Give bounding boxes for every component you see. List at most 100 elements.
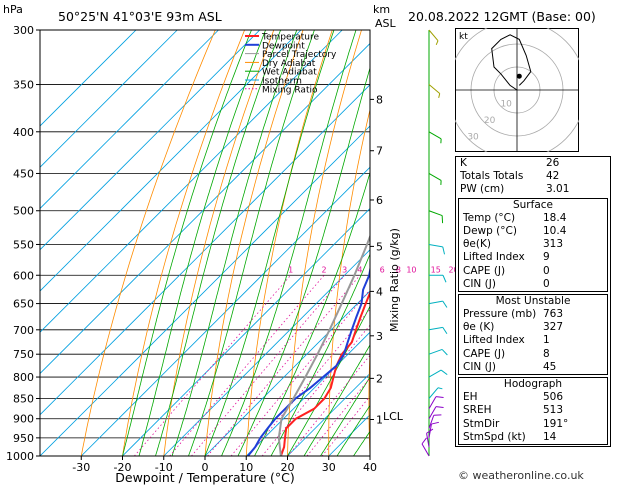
mixing-ratio-label: 4 [357,265,362,274]
hodograph-stat-value: 513 [543,404,564,417]
mixing-ratio-label: 8 [396,265,401,274]
most-unstable-label: CIN (J) [463,360,496,373]
mixing-ratio-line [191,275,346,456]
index-row: Totals Totals 42 [456,170,610,183]
wind-barb [429,274,447,283]
km-label: km [373,3,390,16]
legend-entry: Isotherm [262,77,302,87]
hodograph-stat-label: StmDir [463,417,500,430]
surface-value: 313 [543,238,564,251]
isotherm-line [40,30,302,292]
mixing-ratio-line [133,275,291,456]
wind-barb [428,131,442,144]
hodograph-stat-label: StmSpd (kt) [463,430,526,443]
isotherm-line [163,249,370,456]
most-unstable-title: Most Unstable [495,294,571,307]
isotherm-line [245,331,370,456]
wind-barb [428,421,439,438]
index-row: PW (cm) 3.01 [456,183,610,196]
profile-lines [247,233,370,456]
wind-barb [426,428,434,448]
wind-barb [428,326,448,335]
wind-barb [428,210,444,224]
pressure-tick-label: 800 [13,371,34,384]
most-unstable-label: CAPE (J) [463,347,506,360]
wet-adiabat-line [336,404,370,456]
surface-section: Surface Temp (°C) 18.4 Dewp (°C) 10.4 θe(K) 3… [458,197,608,292]
surface-value: 18.4 [543,211,567,224]
hodograph-unit-label: kt [459,32,468,42]
wet-adiabat-line [287,305,370,456]
isotherm-line [287,372,370,456]
index-label: Totals Totals [460,170,524,183]
surface-value: 0 [543,277,550,290]
dry-adiabat-line [328,108,370,456]
surface-row: CAPE (J) 0 [459,265,607,278]
most-unstable-value: 763 [543,308,564,321]
wet-adiabat-line [171,30,298,456]
surface-value: 9 [543,251,550,264]
wet-adiabat-line [138,30,266,456]
series-line-dewpoint [247,265,370,456]
datetime-title: 20.08.2022 12GMT (Base: 00) [408,9,596,24]
pressure-tick-label: 750 [13,348,34,361]
mixing-ratio-label: 20 [448,265,458,274]
wind-barb [428,84,441,99]
storm-motion-marker [516,73,522,79]
wet-adiabat-line [237,66,370,456]
pressure-tick-label: 650 [13,298,34,311]
background-lines [40,30,629,456]
km-tick-label: 7 [376,145,383,158]
indices-panel: K 26 Totals Totals 42 PW (cm) 3.01 Surface Te… [455,156,611,447]
hodograph-table-section: Hodograph EH 506 SREH 513 StmDir 191° StmSpd (… [458,377,608,445]
mixing-ratio-label: 3 [342,265,347,274]
index-value: 3.01 [546,183,570,196]
mixing-ratio-label: 2 [322,265,327,274]
wet-adiabat-line [270,253,370,456]
wind-barb [428,396,444,410]
dry-adiabat-line [245,30,333,456]
hodograph-stat-value: 506 [543,391,564,404]
dry-adiabat-line [80,30,216,456]
temp-tick-label: -30 [72,461,90,474]
series-line-parcel-trajectory [277,233,370,456]
wind-barb [428,243,446,255]
wind-barb [421,437,430,457]
hodograph-table-title: Hodograph [503,378,563,391]
km-tick-label: 5 [376,240,383,253]
surface-label: CAPE (J) [463,264,506,277]
most-unstable-value: 8 [543,347,550,360]
km-tick-label: 6 [376,194,383,207]
km-tick-label: 2 [376,372,383,385]
pressure-tick-label: 700 [13,324,34,337]
wind-barb [428,387,443,399]
hodograph-ring-label: 30 [467,133,479,143]
hodograph-stat-value: 191° [543,417,569,430]
hodograph-ring-label: 10 [500,100,512,110]
surface-row: θe(K) 313 [459,238,607,251]
surface-label: Temp (°C) [463,211,516,224]
index-label: PW (cm) [460,183,505,196]
dry-adiabat-line [163,30,275,456]
mixing-ratio-label: 1 [288,265,293,274]
legend-entry: Temperature [261,33,319,43]
isotherm-line [204,290,370,456]
temp-tick-label: 30 [322,461,336,474]
legend-entry: Dewpoint [262,41,305,51]
pressure-tick-label: 1000 [6,450,34,463]
mixing-ratio-label: 6 [380,265,385,274]
hodograph-stat-label: SREH [463,404,492,417]
isotherm-line [40,30,343,333]
most-unstable-label: θe (K) [463,321,495,334]
isotherm-line [40,30,261,251]
pressure-tick-label: 500 [13,205,34,218]
dry-adiabat-line [619,30,629,456]
most-unstable-row: CIN (J) 45 [459,361,607,374]
hodograph-trace [491,34,532,91]
index-label: K [460,157,467,169]
temp-tick-label: -20 [114,461,132,474]
surface-value: 10.4 [543,224,567,237]
most-unstable-label: Pressure (mb) [463,308,537,321]
legend-entry: Parcel Trajectory [262,50,337,60]
most-unstable-label: Lifted Index [463,334,525,347]
